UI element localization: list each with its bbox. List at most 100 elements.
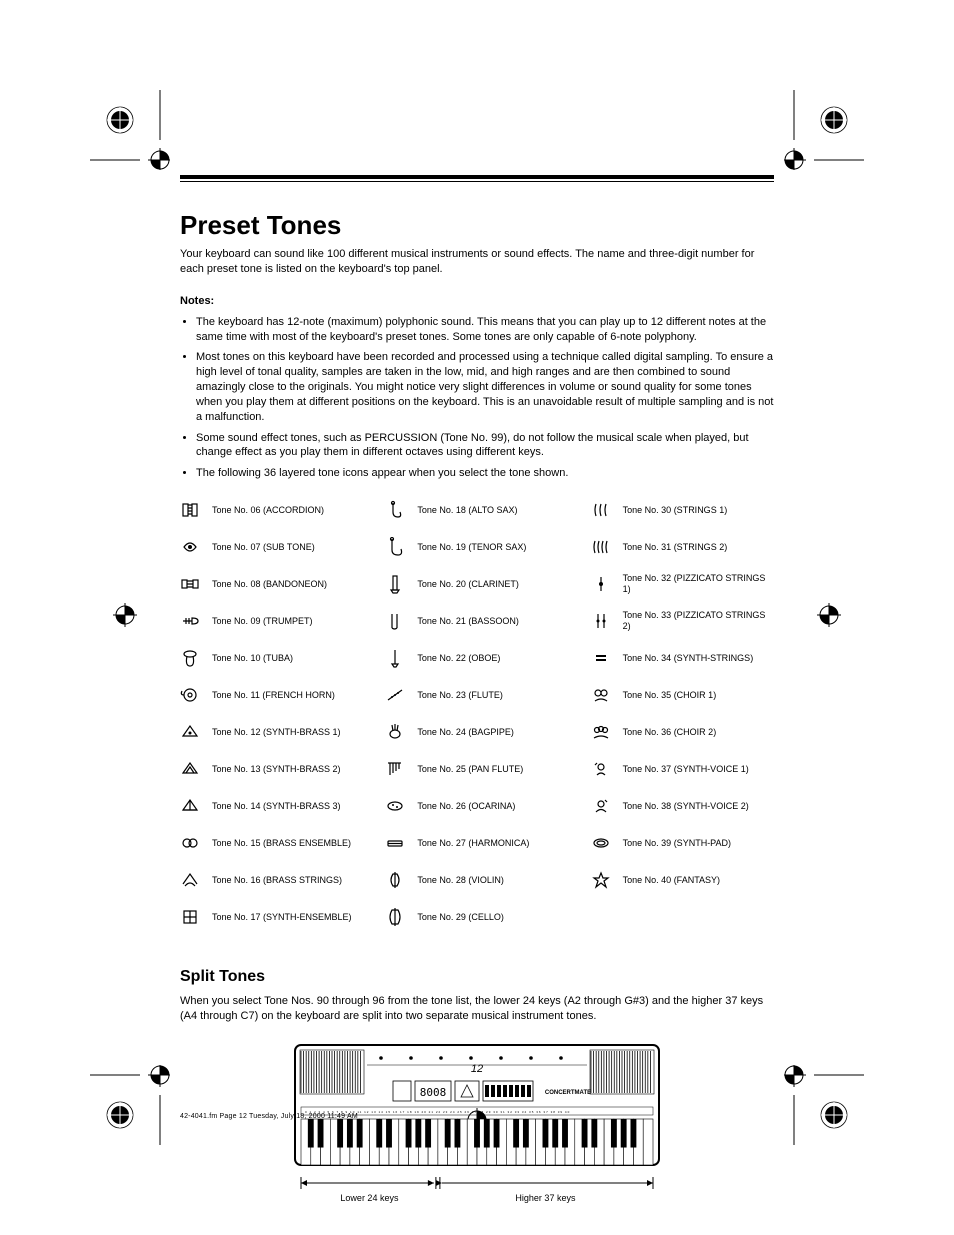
tone-label: Tone No. 30 (STRINGS 1) — [623, 505, 728, 516]
synpad-icon — [591, 833, 611, 853]
violin-icon — [385, 870, 405, 890]
tone-row: Tone No. 13 (SYNTH-BRASS 2) — [180, 758, 363, 780]
tone-row: Tone No. 32 (PIZZICATO STRINGS 1) — [591, 573, 774, 595]
tone-label: Tone No. 18 (ALTO SAX) — [417, 505, 517, 516]
tone-row: Tone No. 22 (OBOE) — [385, 647, 568, 669]
synbrass1-icon — [180, 722, 200, 742]
tone-row: Tone No. 31 (STRINGS 2) — [591, 536, 774, 558]
tone-label: Tone No. 34 (SYNTH-STRINGS) — [623, 653, 754, 664]
tone-label: Tone No. 13 (SYNTH-BRASS 2) — [212, 764, 341, 775]
tuba-icon — [180, 648, 200, 668]
tone-row: Tone No. 35 (CHOIR 1) — [591, 684, 774, 706]
page-heading: Preset Tones — [180, 210, 774, 241]
tone-row: Tone No. 11 (FRENCH HORN) — [180, 684, 363, 706]
intro-text: Your keyboard can sound like 100 differe… — [180, 247, 774, 277]
tone-row: Tone No. 21 (BASSOON) — [385, 610, 568, 632]
tone-row: Tone No. 12 (SYNTH-BRASS 1) — [180, 721, 363, 743]
top-rule-thick — [180, 175, 774, 179]
tone-label: Tone No. 38 (SYNTH-VOICE 2) — [623, 801, 749, 812]
tone-label: Tone No. 19 (TENOR SAX) — [417, 542, 526, 553]
crop-mark-br — [784, 1065, 864, 1145]
tone-row: Tone No. 38 (SYNTH-VOICE 2) — [591, 795, 774, 817]
tone-row: Tone No. 07 (SUB TONE) — [180, 536, 363, 558]
tone-label: Tone No. 27 (HARMONICA) — [417, 838, 529, 849]
tone-label: Tone No. 25 (PAN FLUTE) — [417, 764, 523, 775]
svg-text:Higher 37 keys: Higher 37 keys — [515, 1193, 576, 1203]
tone-label: Tone No. 22 (OBOE) — [417, 653, 500, 664]
bassoon-icon — [385, 611, 405, 631]
split-heading: Split Tones — [180, 968, 774, 986]
tone-label: Tone No. 15 (BRASS ENSEMBLE) — [212, 838, 351, 849]
tone-label: Tone No. 16 (BRASS STRINGS) — [212, 875, 342, 886]
tone-label: Tone No. 28 (VIOLIN) — [417, 875, 504, 886]
tone-row: Tone No. 33 (PIZZICATO STRINGS 2) — [591, 610, 774, 632]
tone-row: Tone No. 30 (STRINGS 1) — [591, 499, 774, 521]
bandoneon-icon — [180, 574, 200, 594]
tone-label: Tone No. 10 (TUBA) — [212, 653, 293, 664]
tone-label: Tone No. 09 (TRUMPET) — [212, 616, 313, 627]
tone-row: Tone No. 37 (SYNTH-VOICE 1) — [591, 758, 774, 780]
crop-mark-mr — [809, 595, 849, 635]
tone-label: Tone No. 17 (SYNTH-ENSEMBLE) — [212, 912, 352, 923]
choir2-icon — [591, 722, 611, 742]
tone-label: Tone No. 11 (FRENCH HORN) — [212, 690, 335, 701]
tone-label: Tone No. 23 (FLUTE) — [417, 690, 503, 701]
tone-row: Tone No. 25 (PAN FLUTE) — [385, 758, 568, 780]
tone-row: Tone No. 36 (CHOIR 2) — [591, 721, 774, 743]
oboe-icon — [385, 648, 405, 668]
tone-label: Tone No. 06 (ACCORDION) — [212, 505, 324, 516]
note-item: The keyboard has 12-note (maximum) polyp… — [196, 315, 774, 345]
tone-label: Tone No. 07 (SUB TONE) — [212, 542, 315, 553]
synth-ens-icon — [180, 907, 200, 927]
ocarina-icon — [385, 796, 405, 816]
accordion-icon — [180, 500, 200, 520]
synbrass2-icon — [180, 759, 200, 779]
tone-row: Tone No. 27 (HARMONICA) — [385, 832, 568, 854]
note-item: The following 36 layered tone icons appe… — [196, 466, 774, 481]
tone-row: Tone No. 18 (ALTO SAX) — [385, 499, 568, 521]
tone-label: Tone No. 39 (SYNTH-PAD) — [623, 838, 731, 849]
tone-label: Tone No. 31 (STRINGS 2) — [623, 542, 728, 553]
clarinet-icon — [385, 574, 405, 594]
synvoice2-icon — [591, 796, 611, 816]
tone-label: Tone No. 21 (BASSOON) — [417, 616, 519, 627]
tone-label: Tone No. 20 (CLARINET) — [417, 579, 519, 590]
tone-label: Tone No. 08 (BANDONEON) — [212, 579, 327, 590]
trumpet-icon — [180, 611, 200, 631]
tone-columns: Tone No. 06 (ACCORDION) Tone No. 07 (SUB … — [180, 499, 774, 928]
tone-row: Tone No. 08 (BANDONEON) — [180, 573, 363, 595]
tone-row: Tone No. 15 (BRASS ENSEMBLE) — [180, 832, 363, 854]
notes-label: Notes: — [180, 295, 214, 307]
footer-meta: 42-4041.fm Page 12 Tuesday, July 18, 200… — [180, 1113, 358, 1120]
subtone-icon — [180, 537, 200, 557]
tone-label: Tone No. 12 (SYNTH-BRASS 1) — [212, 727, 341, 738]
bagpipe-icon — [385, 722, 405, 742]
tone-row: Tone No. 19 (TENOR SAX) — [385, 536, 568, 558]
tone-row: Tone No. 28 (VIOLIN) — [385, 869, 568, 891]
tone-column: Tone No. 30 (STRINGS 1) Tone No. 31 (STRI… — [591, 499, 774, 928]
panflute-icon — [385, 759, 405, 779]
cello-icon — [385, 907, 405, 927]
brass-ens-icon — [180, 833, 200, 853]
tone-row: Tone No. 06 (ACCORDION) — [180, 499, 363, 521]
tone-label: Tone No. 29 (CELLO) — [417, 912, 504, 923]
tone-label: Tone No. 36 (CHOIR 2) — [623, 727, 717, 738]
synstr-icon — [591, 648, 611, 668]
pizz2-icon — [591, 611, 611, 631]
tone-row: Tone No. 16 (BRASS STRINGS) — [180, 869, 363, 891]
alto-sax-icon — [385, 500, 405, 520]
strings1-icon — [591, 500, 611, 520]
tone-row: Tone No. 23 (FLUTE) — [385, 684, 568, 706]
choir1-icon — [591, 685, 611, 705]
synbrass3-icon — [180, 796, 200, 816]
tone-label: Tone No. 32 (PIZZICATO STRINGS 1) — [623, 573, 774, 595]
tone-row: Tone No. 40 (FANTASY) — [591, 869, 774, 891]
tone-row: Tone No. 34 (SYNTH-STRINGS) — [591, 647, 774, 669]
pizz1-icon — [591, 574, 611, 594]
tenor-sax-icon — [385, 537, 405, 557]
svg-text:Lower 24 keys: Lower 24 keys — [340, 1193, 399, 1203]
svg-text:8008: 8008 — [420, 1086, 447, 1099]
strings2-icon — [591, 537, 611, 557]
svg-text:CONCERTMATE: CONCERTMATE — [545, 1090, 591, 1096]
crop-mark-bl — [90, 1065, 170, 1145]
